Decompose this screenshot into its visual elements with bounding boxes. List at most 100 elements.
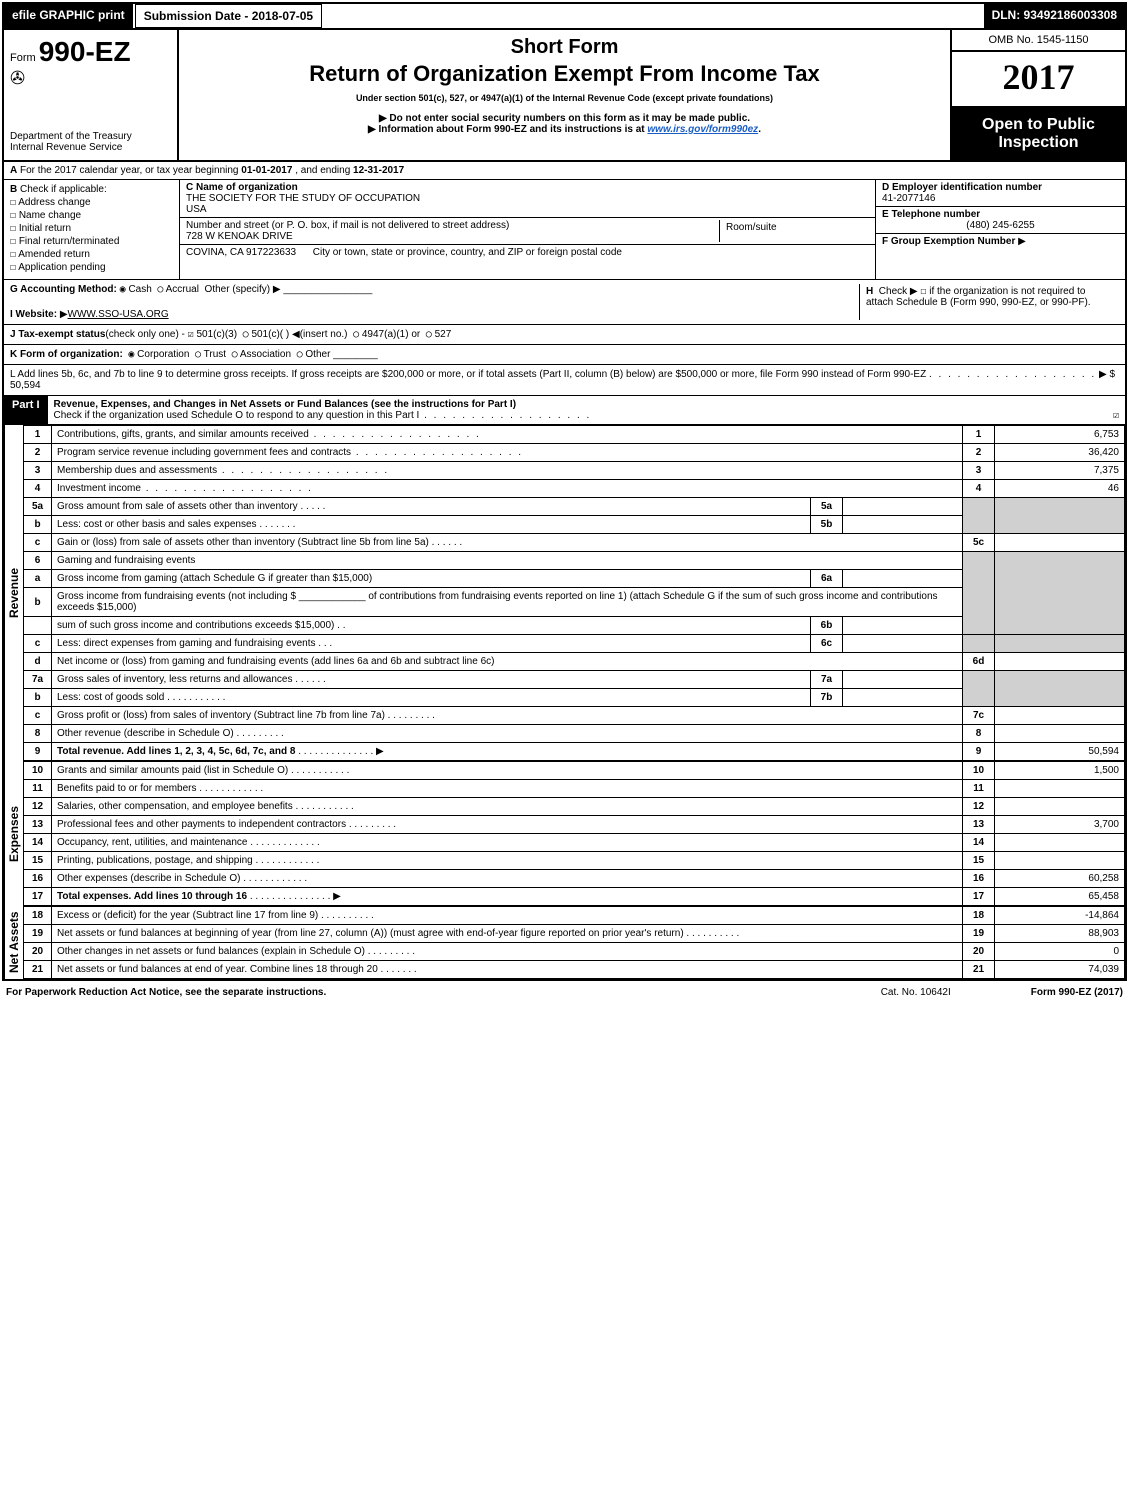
line-18-desc: Excess or (deficit) for the year (Subtra… [57, 910, 318, 921]
k-corp: Corporation [137, 349, 189, 360]
e-label: E Telephone number [882, 209, 980, 220]
checkbox-icon[interactable]: ☑ [1113, 410, 1119, 421]
ssn-warning: Do not enter social security numbers on … [189, 113, 940, 124]
g-cash: Cash [128, 284, 151, 295]
line-18: 18 Excess or (deficit) for the year (Subt… [24, 907, 1125, 925]
revenue-table: 1Contributions, gifts, grants, and simil… [23, 425, 1125, 761]
room-suite: Room/suite [719, 220, 869, 242]
line-5a: 5aGross amount from sale of assets other… [24, 498, 1125, 516]
line-2-num: 2 [963, 444, 995, 462]
info-about: Information about Form 990-EZ and its in… [189, 124, 940, 135]
dept-treasury: Department of the Treasury [10, 131, 171, 142]
line-15: 15Printing, publications, postage, and s… [24, 852, 1125, 870]
line-6b-desc1: Gross income from fundraising events (no… [57, 591, 296, 602]
j-label: J Tax-exempt status [10, 329, 105, 340]
submission-date: Submission Date - 2018-07-05 [135, 4, 322, 28]
line-19-desc: Net assets or fund balances at beginning… [57, 928, 684, 939]
b-label: Check if applicable: [20, 184, 107, 195]
checkbox-icon[interactable]: ☐ [10, 236, 16, 247]
line-4-desc: Investment income [57, 483, 141, 494]
radio-icon[interactable]: ○ [232, 349, 238, 360]
expenses-table: 10Grants and similar amounts paid (list … [23, 761, 1125, 906]
line-12-num: 12 [963, 798, 995, 816]
line-10: 10Grants and similar amounts paid (list … [24, 762, 1125, 780]
section-b-through-f: B Check if applicable: ☐ Address change … [4, 180, 1125, 280]
line-6-desc: Gaming and fundraising events [52, 552, 963, 570]
line-12-desc: Salaries, other compensation, and employ… [57, 801, 293, 812]
form-number: 990-EZ [39, 36, 131, 67]
c-label: C Name of organization [186, 182, 298, 193]
checkbox-icon[interactable]: ☐ [10, 210, 16, 221]
radio-icon[interactable]: ○ [195, 349, 201, 360]
line-17-num: 17 [963, 888, 995, 906]
line-17: 17Total expenses. Add lines 10 through 1… [24, 888, 1125, 906]
line-21: 21Net assets or fund balances at end of … [24, 961, 1125, 979]
line-3-num: 3 [963, 462, 995, 480]
line-17-amt: 65,458 [995, 888, 1125, 906]
radio-icon[interactable]: ○ [157, 284, 163, 295]
line-8-amt [995, 725, 1125, 743]
line-10-desc: Grants and similar amounts paid (list in… [57, 765, 288, 776]
line-1-desc: Contributions, gifts, grants, and simila… [57, 429, 309, 440]
checkbox-icon[interactable]: ☐ [10, 197, 16, 208]
row-l: L Add lines 5b, 6c, and 7b to line 9 to … [4, 365, 1125, 396]
radio-icon[interactable]: ◉ [120, 284, 126, 295]
line-6d-desc: Net income or (loss) from gaming and fun… [52, 653, 963, 671]
j-501c3: 501(c)(3) [196, 329, 237, 340]
g-label: G Accounting Method: [10, 284, 117, 295]
radio-icon[interactable]: ○ [297, 349, 303, 360]
line-6b-box: sum of such gross income and contributio… [24, 617, 1125, 635]
line-7a: 7aGross sales of inventory, less returns… [24, 671, 1125, 689]
line-18-num: 18 [963, 907, 995, 925]
cb-final-return: Final return/terminated [19, 236, 120, 247]
checkbox-icon[interactable]: ○ [426, 329, 432, 340]
h-label: H [866, 286, 873, 297]
line-21-num: 21 [963, 961, 995, 979]
line-2-amt: 36,420 [995, 444, 1125, 462]
checkbox-icon[interactable]: ☐ [10, 262, 16, 273]
i-label: I Website: [10, 309, 60, 320]
checkbox-icon[interactable]: ○ [243, 329, 249, 340]
checkbox-icon[interactable]: ○ [353, 329, 359, 340]
org-name-2: USA [186, 204, 207, 215]
h-box: H Check ▶ ☐ if the organization is not r… [859, 284, 1119, 320]
k-assoc: Association [240, 349, 291, 360]
line-6a-mid: 6a [811, 570, 843, 588]
line-18-amt: -14,864 [995, 907, 1125, 925]
website-link[interactable]: WWW.SSO-USA.ORG [68, 309, 169, 320]
cat-number: Cat. No. 10642I [881, 987, 951, 998]
checkbox-icon[interactable]: ☐ [10, 249, 16, 260]
line-20-desc: Other changes in net assets or fund bala… [57, 946, 365, 957]
line-6: 6Gaming and fundraising events [24, 552, 1125, 570]
net-assets-table: 18 Excess or (deficit) for the year (Subt… [23, 906, 1125, 979]
line-5b-desc: Less: cost or other basis and sales expe… [57, 519, 257, 530]
line-5c: cGain or (loss) from sale of assets othe… [24, 534, 1125, 552]
j-note: (check only one) - [105, 329, 187, 340]
line-6d-num: 6d [963, 653, 995, 671]
checkbox-icon[interactable]: ☑ [188, 329, 194, 340]
irs-link[interactable]: www.irs.gov/form990ez [647, 124, 758, 135]
line-4-amt: 46 [995, 480, 1125, 498]
checkbox-icon[interactable]: ☐ [10, 223, 16, 234]
line-6a: aGross income from gaming (attach Schedu… [24, 570, 1125, 588]
line-19-amt: 88,903 [995, 925, 1125, 943]
arrow-icon [1018, 236, 1026, 247]
line-20-amt: 0 [995, 943, 1125, 961]
dept-irs: Internal Revenue Service [10, 142, 171, 153]
k-label: K Form of organization: [10, 349, 123, 360]
cb-amended-return: Amended return [18, 249, 90, 260]
line-6c-desc: Less: direct expenses from gaming and fu… [57, 638, 315, 649]
row-a-mid: , and ending [295, 165, 353, 176]
g-accrual: Accrual [166, 284, 199, 295]
part-i-header: Part I Revenue, Expenses, and Changes in… [4, 396, 1125, 425]
net-assets-side-label: Net Assets [4, 906, 23, 979]
city-label: City or town, state or province, country… [313, 247, 622, 258]
line-20-num: 20 [963, 943, 995, 961]
tax-year: 2017 [952, 52, 1125, 108]
line-6b: bGross income from fundraising events (n… [24, 588, 1125, 617]
line-11-desc: Benefits paid to or for members [57, 783, 197, 794]
radio-icon[interactable]: ◉ [128, 349, 134, 360]
dln-label: DLN: 93492186003308 [984, 4, 1125, 28]
checkbox-icon[interactable]: ☐ [920, 286, 926, 297]
efile-print-button[interactable]: efile GRAPHIC print [4, 4, 133, 28]
